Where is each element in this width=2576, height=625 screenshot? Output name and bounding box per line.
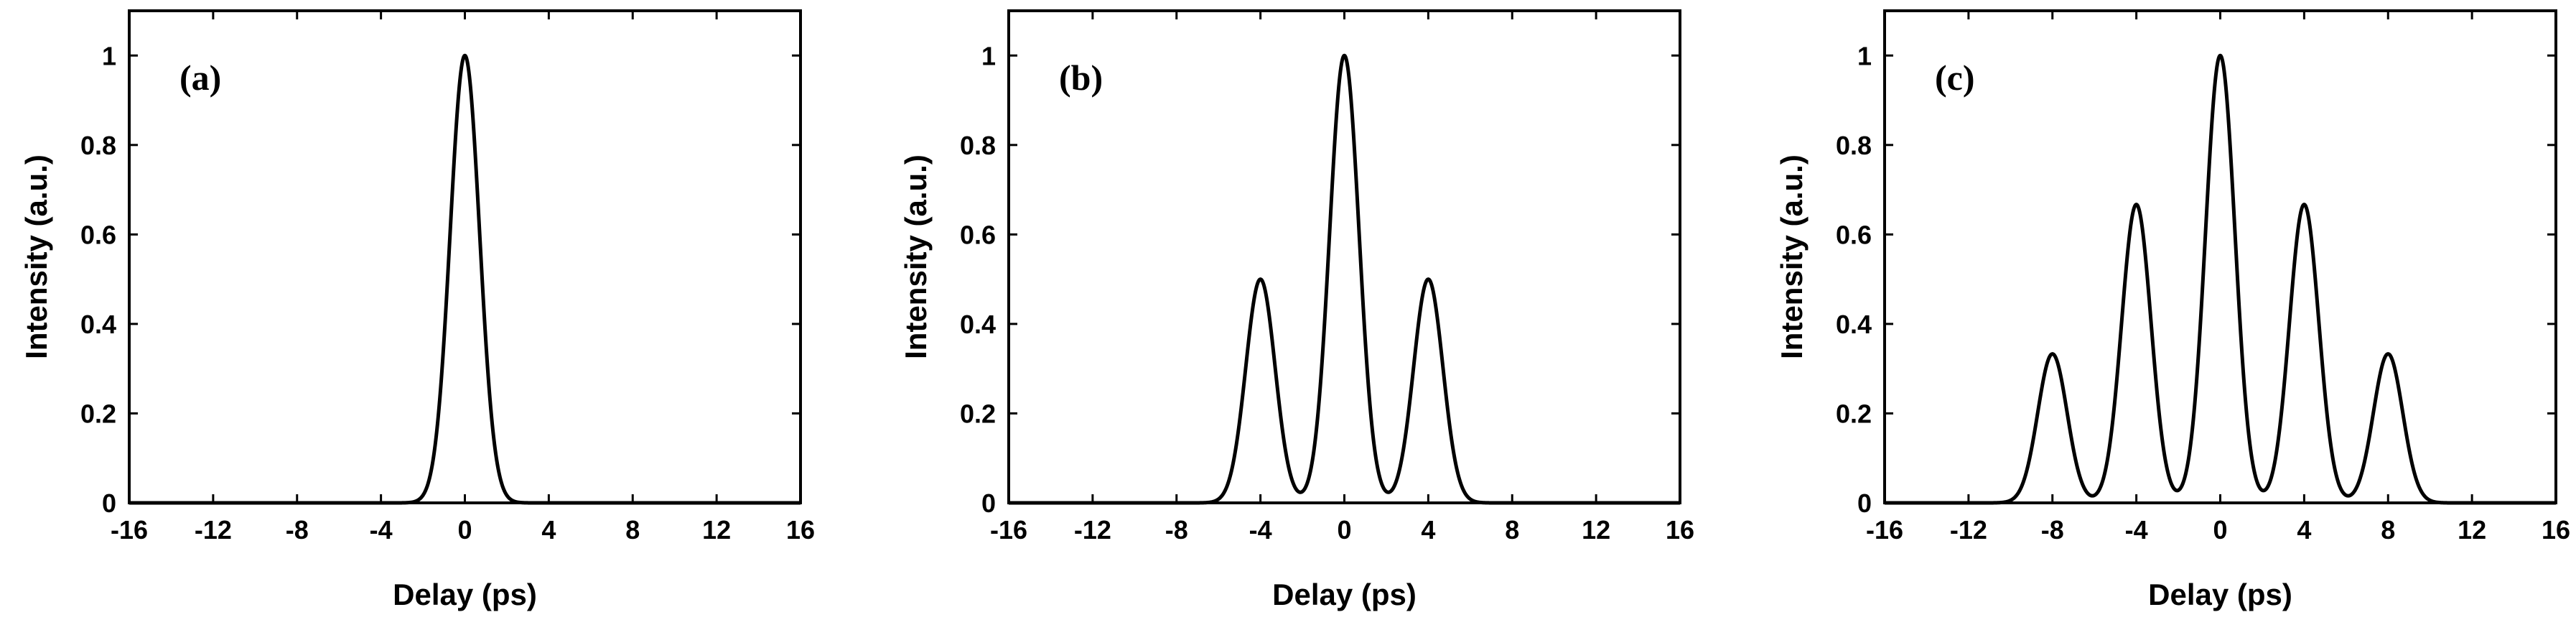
y-tick-label: 0.6 (80, 220, 116, 249)
y-tick-label: 0.4 (1836, 310, 1872, 339)
x-tick-label: -4 (1249, 515, 1272, 545)
x-tick-label: -4 (2125, 515, 2148, 545)
y-tick-label: 0.2 (960, 399, 996, 428)
x-tick-label: 8 (2381, 515, 2395, 545)
y-tick-label: 0 (1857, 489, 1872, 518)
y-tick-label: 0.8 (1836, 131, 1872, 160)
x-tick-label: -8 (1165, 515, 1188, 545)
panel-label: (c) (1935, 57, 1975, 98)
x-tick-label: -12 (195, 515, 232, 545)
x-tick-label: 16 (1666, 515, 1694, 545)
x-tick-label: 0 (2213, 515, 2227, 545)
x-tick-label: 4 (1421, 515, 1435, 545)
x-tick-label: -12 (1950, 515, 1987, 545)
x-tick-label: 8 (625, 515, 640, 545)
y-tick-label: 0.4 (960, 310, 996, 339)
x-tick-label: -8 (2041, 515, 2064, 545)
panel-label: (a) (179, 57, 221, 98)
x-axis-label: Delay (ps) (2148, 578, 2292, 611)
x-axis-label: Delay (ps) (1272, 578, 1417, 611)
y-tick-label: 0.8 (80, 131, 116, 160)
chart-panel-2: -16 -12 -8 -4 0 4 8 12 16 0 0.2 0.4 0.6 0.8 1 Delay (ps… (1775, 9, 2570, 611)
y-tick-label: 0.6 (1836, 220, 1872, 249)
x-tick-label: 0 (1337, 515, 1351, 545)
axes-frame (128, 9, 802, 504)
y-tick-label: 0 (102, 489, 116, 518)
x-tick-label: 16 (786, 515, 815, 545)
x-tick-label: 8 (1505, 515, 1519, 545)
y-tick-label: 1 (981, 41, 996, 70)
y-tick-label: 0.8 (960, 131, 996, 160)
x-tick-label: 12 (1582, 515, 1610, 545)
y-tick-label: 0.4 (80, 310, 116, 339)
chart-panel-0: -16 -12 -8 -4 0 4 8 12 16 0 0.2 0.4 0.6 0.8 1 Delay (ps… (19, 9, 815, 611)
intensity-curve (1883, 53, 2557, 505)
x-tick-label: -12 (1074, 515, 1111, 545)
y-tick-label: 0.2 (80, 399, 116, 428)
x-tick-label: 4 (541, 515, 556, 545)
x-tick-label: 16 (2542, 515, 2570, 545)
y-axis-label: Intensity (a.u.) (19, 154, 53, 359)
x-tick-label: 0 (457, 515, 472, 545)
chart-panel-1: -16 -12 -8 -4 0 4 8 12 16 0 0.2 0.4 0.6 0.8 1 Delay (ps… (899, 9, 1694, 611)
x-tick-label: 12 (2458, 515, 2486, 545)
x-tick-label: 12 (702, 515, 731, 545)
y-tick-label: 1 (102, 41, 116, 70)
intensity-curve (128, 53, 802, 505)
x-tick-label: -16 (1866, 515, 1903, 545)
axes-frame (1883, 9, 2557, 504)
x-tick-label: -4 (370, 515, 393, 545)
panel-label: (b) (1059, 57, 1103, 98)
y-tick-label: 0 (981, 489, 996, 518)
y-axis-label: Intensity (a.u.) (1775, 154, 1809, 359)
axes-frame (1007, 9, 1681, 504)
y-tick-label: 0.2 (1836, 399, 1872, 428)
y-tick-label: 0.6 (960, 220, 996, 249)
x-axis-label: Delay (ps) (393, 578, 537, 611)
x-tick-label: 4 (2297, 515, 2311, 545)
x-tick-label: -16 (990, 515, 1027, 545)
intensity-curve (1007, 53, 1681, 505)
x-tick-label: -16 (111, 515, 148, 545)
y-axis-label: Intensity (a.u.) (899, 154, 933, 359)
y-tick-label: 1 (1857, 41, 1872, 70)
x-tick-label: -8 (286, 515, 309, 545)
